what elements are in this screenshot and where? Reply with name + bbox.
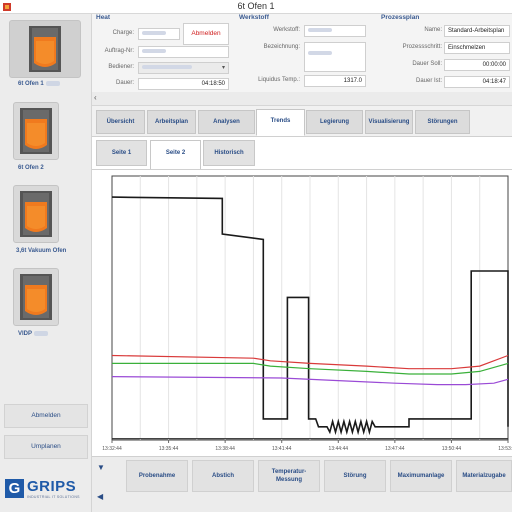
stoerung-button[interactable]: Störung bbox=[324, 460, 386, 492]
trend-chart-area: 13:32:44 13:35:44 13:38:44 13:41:44 13:44:44… bbox=[92, 169, 512, 456]
prozessschritt-field: Einschmelzen bbox=[444, 42, 510, 54]
series-line-3 bbox=[111, 376, 509, 386]
charge-label: Charge: bbox=[112, 30, 134, 36]
auftrag-field[interactable] bbox=[138, 46, 229, 58]
dauer-soll-field: 00:00:00 bbox=[444, 59, 510, 71]
furnace-2-button[interactable] bbox=[13, 102, 59, 160]
series-line-2 bbox=[112, 362, 509, 375]
tab-seite-1[interactable]: Seite 1 bbox=[96, 140, 147, 166]
werkstoff-title: Werkstoff bbox=[239, 14, 269, 21]
x-tick-label: 13:35:44 bbox=[159, 446, 179, 452]
x-tick-label: 13:32:44 bbox=[102, 446, 122, 452]
bediener-label: Bediener: bbox=[108, 64, 134, 70]
furnace-1-label: 6t Ofen 1 bbox=[18, 81, 60, 87]
scroll-left-arrow-icon[interactable]: ◀ bbox=[97, 492, 104, 501]
x-tick-label: 13:41:44 bbox=[272, 446, 292, 452]
furnace-icon bbox=[29, 26, 61, 72]
plan-name-label: Name: bbox=[424, 27, 442, 33]
series-line-1 bbox=[111, 354, 509, 370]
dauer-label: Dauer: bbox=[115, 80, 134, 86]
grips-logo-mark: G bbox=[5, 479, 24, 498]
abstich-button[interactable]: Abstich bbox=[192, 460, 254, 492]
collapse-row: ‹ bbox=[92, 92, 512, 106]
window-title: 6t Ofen 1 bbox=[237, 1, 275, 11]
main-tabs: Übersicht Arbeitsplan Analysen Trends Le… bbox=[92, 106, 512, 136]
app-icon bbox=[3, 3, 11, 11]
prozessschritt-label: Prozessschritt: bbox=[402, 44, 442, 50]
furnace-icon bbox=[20, 274, 52, 320]
tab-trends[interactable]: Trends bbox=[256, 109, 305, 136]
x-tick-label: 13:44:44 bbox=[329, 446, 349, 452]
x-tick-label: 13:50:44 bbox=[442, 446, 462, 452]
tab-uebersicht[interactable]: Übersicht bbox=[96, 110, 145, 134]
grips-logo: G GRIPS INDUSTRIAL IT SOLUTIONS bbox=[5, 477, 89, 503]
tab-historisch[interactable]: Historisch bbox=[203, 140, 255, 166]
dauer-field: 04:18:50 bbox=[138, 78, 229, 90]
scroll-down-arrow-icon[interactable]: ▼ bbox=[97, 463, 105, 472]
bezeichnung-field[interactable] bbox=[304, 42, 366, 72]
furnace-4-button[interactable] bbox=[13, 268, 59, 326]
bezeichnung-label: Bezeichnung: bbox=[263, 44, 300, 50]
probenahme-button[interactable]: Probenahme bbox=[126, 460, 188, 492]
furnace-3-button[interactable] bbox=[13, 185, 59, 243]
furnace-4-label: VIDP bbox=[18, 331, 49, 337]
liquidus-label: Liquidus Temp.: bbox=[258, 77, 300, 83]
charge-field[interactable] bbox=[138, 28, 180, 40]
prozessplan-title: Prozessplan bbox=[381, 14, 420, 21]
x-tick-label: 13:47:44 bbox=[385, 446, 405, 452]
grips-logo-tagline: INDUSTRIAL IT SOLUTIONS bbox=[27, 495, 80, 499]
tab-analysen[interactable]: Analysen bbox=[198, 110, 255, 134]
action-bar: ▼ ◀ Probenahme Abstich Temperatur-Messun… bbox=[92, 456, 512, 512]
tab-seite-2[interactable]: Seite 2 bbox=[150, 140, 201, 170]
furnace-1-button[interactable] bbox=[9, 20, 81, 78]
materialzugabe-button[interactable]: Materialzugabe bbox=[456, 460, 512, 492]
dropdown-arrow-icon: ▾ bbox=[221, 65, 225, 71]
tab-stoerungen[interactable]: Störungen bbox=[415, 110, 470, 134]
furnace-icon bbox=[20, 191, 52, 237]
sidebar: 6t Ofen 1 6t Ofen 2 3,6t Vakuum Ofen VID… bbox=[0, 14, 92, 512]
header-panel: Heat Charge: Abmelden Auftrag-Nr: Bedien… bbox=[92, 14, 512, 92]
maximumanlage-button[interactable]: Maximumanlage bbox=[390, 460, 452, 492]
furnace-3-label: 3,6t Vakuum Ofen bbox=[16, 248, 67, 254]
temperatur-messung-button[interactable]: Temperatur-Messung bbox=[258, 460, 320, 492]
werkstoff-field[interactable] bbox=[304, 25, 366, 37]
chevron-left-icon[interactable]: ‹ bbox=[94, 93, 97, 102]
x-tick-label: 13:53:44 bbox=[498, 446, 512, 452]
umplanen-button[interactable]: Umplanen bbox=[4, 435, 88, 459]
furnace-2-label: 6t Ofen 2 bbox=[18, 165, 44, 171]
furnace-icon bbox=[20, 108, 52, 154]
trend-chart: 13:32:44 13:35:44 13:38:44 13:41:44 13:44:44… bbox=[102, 175, 512, 452]
heat-abmelden-button[interactable]: Abmelden bbox=[183, 23, 229, 45]
heat-title: Heat bbox=[96, 14, 111, 21]
dauer-ist-field: 04:18:47 bbox=[444, 76, 510, 88]
sub-tabs: Seite 1 Seite 2 Historisch bbox=[92, 136, 512, 170]
abmelden-button[interactable]: Abmelden bbox=[4, 404, 88, 428]
dauer-soll-label: Dauer Soll: bbox=[412, 61, 442, 67]
dauer-ist-label: Dauer Ist: bbox=[415, 78, 442, 84]
auftrag-label: Auftrag-Nr: bbox=[104, 48, 134, 54]
tab-arbeitsplan[interactable]: Arbeitsplan bbox=[147, 110, 196, 134]
x-tick-label: 13:38:44 bbox=[215, 446, 235, 452]
bediener-select[interactable]: ▾ bbox=[138, 62, 229, 74]
tab-visualisierung[interactable]: Visualisierung bbox=[365, 110, 413, 134]
grips-logo-name: GRIPS bbox=[27, 478, 77, 495]
werkstoff-label: Werkstoff: bbox=[273, 27, 300, 33]
title-bar: 6t Ofen 1 bbox=[0, 0, 512, 14]
series-line-0 bbox=[111, 196, 509, 436]
plan-name-field: Standard-Arbeitsplan bbox=[444, 25, 510, 37]
liquidus-field: 1317.0 bbox=[304, 75, 366, 87]
tab-legierung[interactable]: Legierung bbox=[306, 110, 363, 134]
